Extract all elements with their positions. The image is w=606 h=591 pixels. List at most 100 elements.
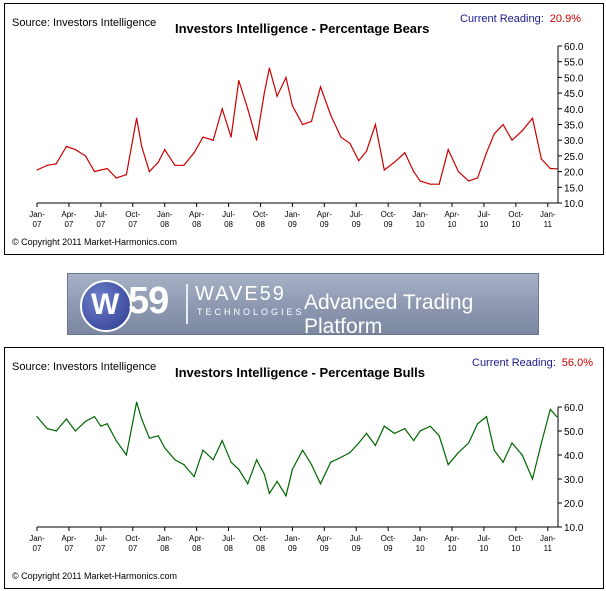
bears-data-point [193, 152, 195, 154]
bears-data-point [202, 136, 204, 138]
bulls-y-tick-label: 40.0 [564, 451, 584, 462]
bulls-data-point [319, 483, 322, 485]
bulls-data-point [268, 492, 271, 494]
bulls-data-point [84, 420, 87, 422]
bulls-x-tick-label-year: 09 [288, 544, 297, 553]
bears-data-point [319, 86, 322, 88]
bears-data-point [413, 171, 415, 173]
bulls-data-point [340, 456, 342, 458]
bears-x-tick-label-year: 07 [33, 220, 42, 229]
bulls-data-point [157, 435, 159, 437]
bulls-data-point [540, 442, 542, 444]
bulls-data-point [358, 442, 360, 444]
bears-data-point [212, 139, 214, 141]
bears-y-tick-label: 55.0 [564, 58, 584, 69]
bears-data-point [136, 117, 138, 119]
bulls-data-point [365, 432, 368, 434]
bears-y-tick-label: 45.0 [564, 89, 584, 100]
bulls-y-tick-label: 10.0 [564, 523, 584, 534]
bulls-data-point [193, 476, 195, 478]
bears-data-point [540, 158, 542, 160]
bulls-data-point [136, 401, 138, 403]
bears-x-tick-label: Jul- [222, 210, 235, 219]
bears-data-point [93, 171, 96, 173]
bulls-data-point [521, 454, 523, 456]
bulls-data-point [447, 464, 449, 466]
bears-data-point [230, 136, 232, 138]
bulls-series-line [36, 402, 558, 498]
bulls-data-point [285, 495, 287, 497]
bulls-x-tick-label: Oct- [381, 534, 396, 543]
bears-y-tick-label: 60.0 [564, 42, 584, 53]
bears-y-tick-label: 15.0 [564, 183, 584, 194]
bears-x-tick-label: Jul- [94, 210, 107, 219]
bears-data-point [476, 177, 479, 179]
bears-x-tick-label-year: 08 [224, 220, 233, 229]
bulls-y-tick-label: 60.0 [564, 403, 584, 414]
bulls-x-tick-label: Jul- [222, 534, 235, 543]
bulls-x-tick-label: Jan- [412, 534, 428, 543]
bulls-x-tick-label-year: 08 [192, 544, 201, 553]
wave59-banner[interactable]: W 59 WAVE59 TECHNOLOGIES Advanced Tradin… [67, 273, 539, 338]
bulls-data-point [468, 442, 470, 444]
bears-x-tick-label-year: 11 [544, 220, 553, 229]
bulls-y-tick-label: 50.0 [564, 427, 584, 438]
bulls-x-tick-label: Apr- [61, 534, 76, 543]
bears-data-point [285, 76, 287, 78]
bears-x-tick-label: Apr- [189, 210, 204, 219]
bulls-chart: 60.050.040.030.020.010.0Jan-07Apr-07Jul-… [29, 401, 584, 553]
bears-x-tick-label-year: 09 [384, 220, 393, 229]
bulls-data-point [263, 473, 265, 475]
bears-data-point [74, 149, 76, 151]
bulls-data-point [148, 437, 150, 439]
bulls-x-tick-label: Oct- [253, 534, 268, 543]
bulls-data-point [302, 449, 304, 451]
bears-data-point [330, 114, 332, 116]
bears-data-point [55, 163, 57, 165]
bears-data-point [183, 164, 185, 166]
bulls-data-point [256, 459, 258, 461]
bulls-data-point [65, 418, 67, 420]
bears-x-tick-label: Jan- [412, 210, 428, 219]
bulls-data-point [106, 423, 108, 425]
bears-data-point [247, 108, 249, 110]
bulls-x-tick-label: Jul- [94, 534, 107, 543]
bulls-x-tick-label: Jan- [285, 534, 301, 543]
bears-data-point [349, 142, 351, 144]
bulls-data-point [393, 432, 396, 434]
bears-x-tick-label: Jan- [29, 210, 45, 219]
bears-data-point [238, 79, 240, 82]
bears-data-point [502, 123, 504, 126]
bears-copyright: © Copyright 2011 Market-Harmonics.com [12, 237, 178, 247]
bears-x-tick-label: Oct- [508, 210, 523, 219]
bears-y-tick-label: 30.0 [564, 136, 584, 147]
bulls-data-point [238, 468, 240, 470]
bears-y-tick-label: 10.0 [564, 199, 584, 210]
bulls-x-tick-label-year: 10 [511, 544, 520, 553]
bulls-data-point [457, 452, 459, 454]
bears-reading-label: Current Reading: [460, 13, 544, 25]
bears-data-point [485, 152, 488, 154]
bulls-data-point [511, 442, 513, 444]
bulls-copyright: © Copyright 2011 Market-Harmonics.com [12, 571, 178, 581]
bears-y-tick-label: 50.0 [564, 73, 584, 84]
bulls-data-point [404, 428, 406, 430]
bulls-data-point [556, 416, 558, 418]
bears-x-tick-label-year: 07 [96, 220, 105, 229]
bears-data-point [438, 183, 440, 185]
bears-x-tick-label-year: 09 [320, 220, 329, 229]
bulls-data-point [531, 478, 534, 480]
bears-data-point [556, 168, 558, 170]
bulls-data-point [419, 430, 421, 432]
logo-w-text: W [91, 288, 120, 321]
bears-y-tick-label: 40.0 [564, 105, 584, 116]
bulls-data-point [349, 452, 351, 454]
bears-data-point [268, 67, 271, 69]
bulls-data-point [413, 440, 415, 442]
bears-x-tick-label: Apr- [61, 210, 76, 219]
bulls-x-tick-label: Jul- [477, 534, 490, 543]
bears-x-tick-label: Apr- [317, 210, 332, 219]
bulls-data-point [549, 408, 551, 410]
bears-x-tick-label-year: 07 [128, 220, 137, 229]
bulls-x-tick-label: Jan- [157, 534, 173, 543]
